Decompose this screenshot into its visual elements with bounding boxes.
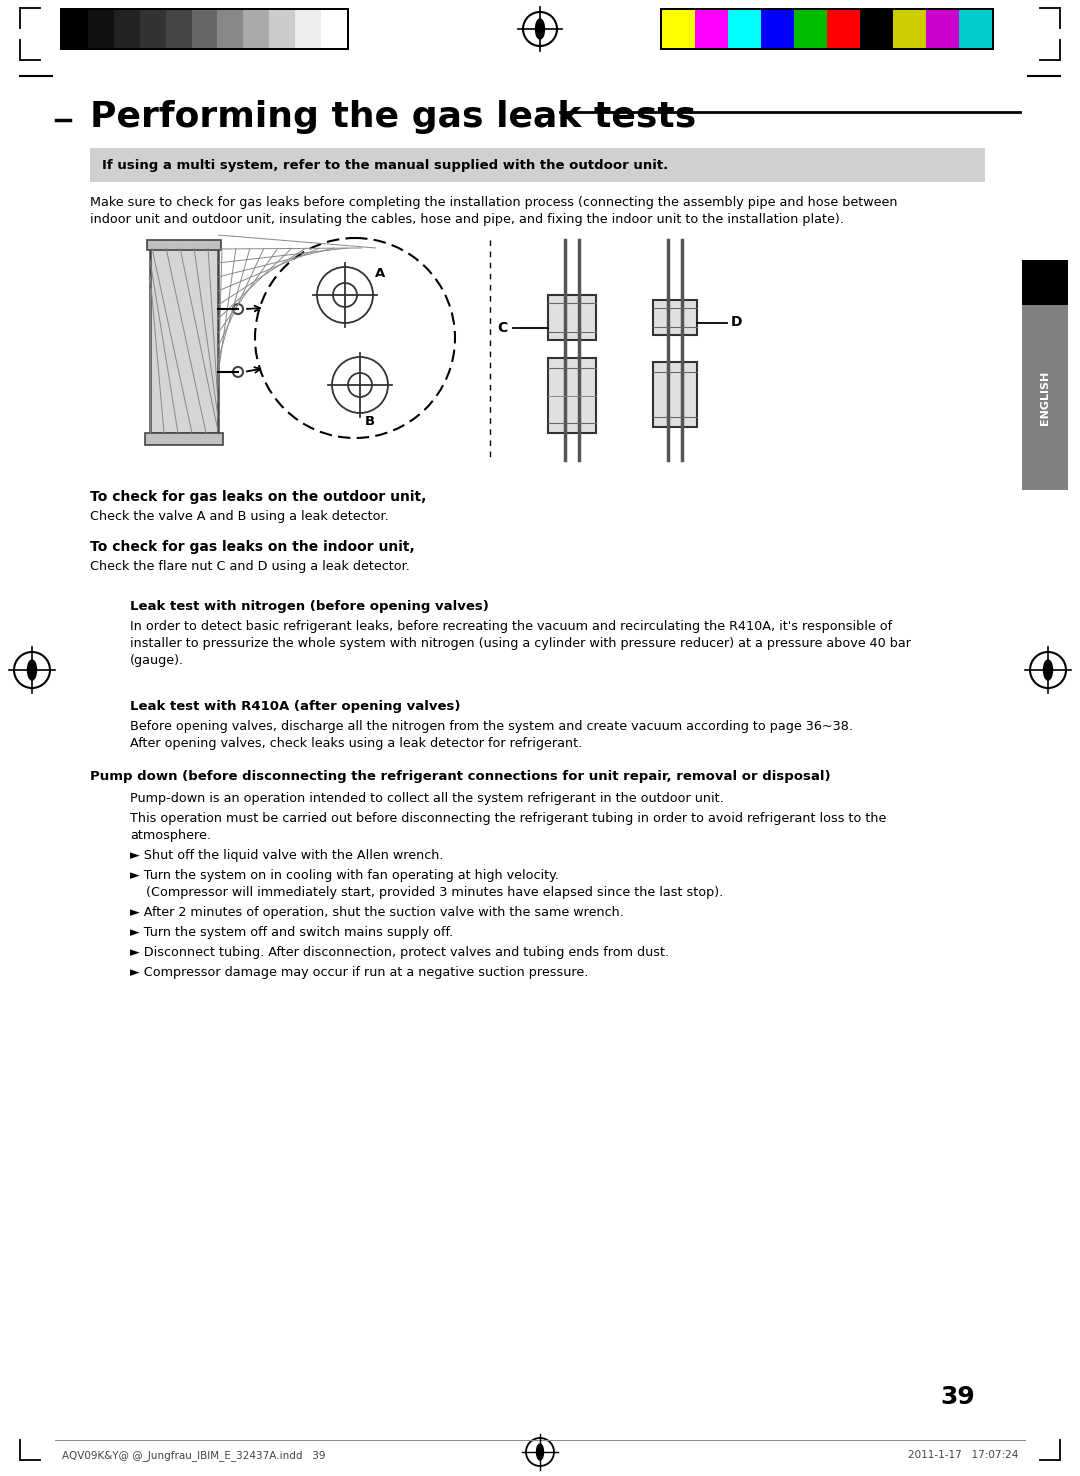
Bar xyxy=(243,10,269,49)
Text: Check the flare nut C and D using a leak detector.: Check the flare nut C and D using a leak… xyxy=(90,559,410,573)
Text: Pump-down is an operation intended to collect all the system refrigerant in the : Pump-down is an operation intended to co… xyxy=(130,793,724,804)
Text: (gauge).: (gauge). xyxy=(130,654,184,667)
Text: In order to detect basic refrigerant leaks, before recreating the vacuum and rec: In order to detect basic refrigerant lea… xyxy=(130,620,892,633)
Text: AQV09K&Y@ @_Jungfrau_IBIM_E_32437A.indd   39: AQV09K&Y@ @_Jungfrau_IBIM_E_32437A.indd … xyxy=(62,1449,325,1461)
Circle shape xyxy=(348,373,372,397)
Bar xyxy=(62,10,87,49)
Bar xyxy=(90,148,985,182)
Bar xyxy=(295,10,321,49)
Bar xyxy=(165,10,191,49)
Bar xyxy=(959,10,993,49)
Ellipse shape xyxy=(1043,660,1053,680)
Text: ► Compressor damage may occur if run at a negative suction pressure.: ► Compressor damage may occur if run at … xyxy=(130,965,589,979)
Bar xyxy=(827,10,860,49)
Text: ► After 2 minutes of operation, shut the suction valve with the same wrench.: ► After 2 minutes of operation, shut the… xyxy=(130,906,624,920)
Text: Make sure to check for gas leaks before completing the installation process (con: Make sure to check for gas leaks before … xyxy=(90,196,897,210)
Circle shape xyxy=(318,267,373,323)
Bar xyxy=(728,10,761,49)
Text: To check for gas leaks on the outdoor unit,: To check for gas leaks on the outdoor un… xyxy=(90,490,427,503)
Text: atmosphere.: atmosphere. xyxy=(130,830,211,841)
Text: D: D xyxy=(731,316,743,329)
Text: 39: 39 xyxy=(940,1384,975,1410)
Bar xyxy=(217,10,243,49)
Bar xyxy=(60,7,349,50)
Text: After opening valves, check leaks using a leak detector for refrigerant.: After opening valves, check leaks using … xyxy=(130,737,582,750)
Text: Leak test with R410A (after opening valves): Leak test with R410A (after opening valv… xyxy=(130,700,460,713)
Circle shape xyxy=(333,283,357,307)
Text: Pump down (before disconnecting the refrigerant connections for unit repair, rem: Pump down (before disconnecting the refr… xyxy=(90,770,831,782)
Bar xyxy=(1022,306,1068,490)
Text: If using a multi system, refer to the manual supplied with the outdoor unit.: If using a multi system, refer to the ma… xyxy=(102,159,669,173)
Bar xyxy=(147,241,221,249)
Circle shape xyxy=(332,357,388,413)
Text: Leak test with nitrogen (before opening valves): Leak test with nitrogen (before opening … xyxy=(130,601,489,613)
Ellipse shape xyxy=(536,19,544,38)
Text: ENGLISH: ENGLISH xyxy=(1040,370,1050,425)
Ellipse shape xyxy=(537,1444,543,1460)
Bar xyxy=(660,7,994,50)
Text: A: A xyxy=(375,267,386,280)
Text: ► Turn the system on in cooling with fan operating at high velocity.: ► Turn the system on in cooling with fan… xyxy=(130,869,558,883)
Bar xyxy=(653,300,697,335)
Bar xyxy=(321,10,347,49)
Text: ► Disconnect tubing. After disconnection, protect valves and tubing ends from du: ► Disconnect tubing. After disconnection… xyxy=(130,946,670,959)
Bar xyxy=(139,10,165,49)
Bar xyxy=(113,10,139,49)
Bar xyxy=(269,10,295,49)
Text: Performing the gas leak tests: Performing the gas leak tests xyxy=(90,100,697,134)
Bar xyxy=(548,295,596,339)
Text: Before opening valves, discharge all the nitrogen from the system and create vac: Before opening valves, discharge all the… xyxy=(130,720,853,734)
Bar xyxy=(191,10,217,49)
Text: (Compressor will immediately start, provided 3 minutes have elapsed since the la: (Compressor will immediately start, prov… xyxy=(130,886,724,899)
Bar xyxy=(145,432,222,444)
Bar xyxy=(87,10,113,49)
Text: 2011-1-17   17:07:24: 2011-1-17 17:07:24 xyxy=(907,1449,1018,1460)
Circle shape xyxy=(233,304,243,314)
Bar xyxy=(761,10,794,49)
Text: C: C xyxy=(498,320,508,335)
Text: This operation must be carried out before disconnecting the refrigerant tubing i: This operation must be carried out befor… xyxy=(130,812,887,825)
Bar xyxy=(860,10,893,49)
Bar xyxy=(662,10,696,49)
Text: ► Shut off the liquid valve with the Allen wrench.: ► Shut off the liquid valve with the All… xyxy=(130,849,444,862)
Bar xyxy=(653,362,697,427)
Text: indoor unit and outdoor unit, insulating the cables, hose and pipe, and fixing t: indoor unit and outdoor unit, insulating… xyxy=(90,213,843,226)
Bar xyxy=(696,10,728,49)
Text: Check the valve A and B using a leak detector.: Check the valve A and B using a leak det… xyxy=(90,511,389,523)
Bar xyxy=(1022,260,1068,306)
Bar xyxy=(893,10,926,49)
Ellipse shape xyxy=(27,660,37,680)
Text: installer to pressurize the whole system with nitrogen (using a cylinder with pr: installer to pressurize the whole system… xyxy=(130,638,912,649)
Bar xyxy=(794,10,827,49)
Text: To check for gas leaks on the indoor unit,: To check for gas leaks on the indoor uni… xyxy=(90,540,415,554)
Bar xyxy=(926,10,959,49)
Bar xyxy=(548,359,596,432)
Text: ► Turn the system off and switch mains supply off.: ► Turn the system off and switch mains s… xyxy=(130,925,454,939)
Circle shape xyxy=(233,368,243,376)
Text: B: B xyxy=(365,415,375,428)
Bar xyxy=(150,248,218,432)
